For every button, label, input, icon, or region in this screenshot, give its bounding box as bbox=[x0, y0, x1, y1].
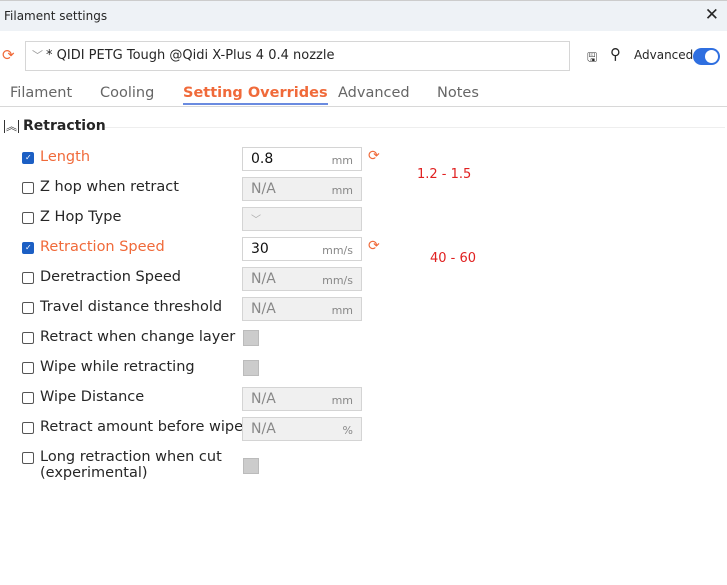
setting-label: Retraction Speed bbox=[40, 239, 165, 255]
collapse-icon: ︽ bbox=[4, 120, 19, 133]
override-checkbox[interactable] bbox=[22, 242, 34, 254]
tab-notes[interactable]: Notes bbox=[437, 85, 479, 101]
tab-advanced[interactable]: Advanced bbox=[338, 85, 410, 101]
setting-label: Wipe Distance bbox=[40, 389, 144, 405]
override-checkbox[interactable] bbox=[22, 422, 34, 434]
setting-label-text: Retract amount before wipe bbox=[40, 419, 243, 435]
setting-label: Z Hop Type bbox=[40, 209, 121, 225]
override-checkbox[interactable] bbox=[22, 302, 34, 314]
setting-label-text: Length bbox=[40, 149, 91, 165]
setting-label: Z hop when retract bbox=[40, 179, 179, 195]
setting-label-text: Z hop when retract bbox=[40, 179, 179, 195]
section-title: Retraction bbox=[23, 118, 106, 134]
setting-value: N/A bbox=[251, 301, 276, 317]
reset-icon[interactable]: ⟳ bbox=[2, 46, 15, 64]
setting-value: N/A bbox=[251, 391, 276, 407]
override-checkbox[interactable] bbox=[22, 152, 34, 164]
setting-unit: mm bbox=[331, 184, 353, 197]
setting-label-text: Retraction Speed bbox=[40, 239, 165, 255]
window-title: Filament settings bbox=[4, 9, 108, 23]
title-bar: Filament settings ✕ bbox=[0, 0, 727, 31]
setting-label: Length bbox=[40, 149, 90, 165]
override-checkbox[interactable] bbox=[22, 362, 34, 374]
close-icon[interactable]: ✕ bbox=[704, 5, 719, 25]
setting-input[interactable]: N/A% bbox=[242, 417, 362, 441]
setting-input[interactable]: N/A mm bbox=[242, 387, 362, 411]
setting-unit: mm bbox=[331, 394, 353, 407]
setting-input[interactable]: N/A mm/s bbox=[242, 267, 362, 291]
setting-unit: % bbox=[342, 424, 353, 437]
override-checkbox[interactable] bbox=[22, 182, 34, 194]
advanced-toggle[interactable] bbox=[693, 48, 720, 65]
override-checkbox[interactable] bbox=[22, 452, 34, 464]
reset-icon[interactable]: ⟳ bbox=[368, 148, 380, 164]
tab-bar: Filament Cooling Setting Overrides Advan… bbox=[0, 84, 727, 107]
setting-label-text: Retract when change layer bbox=[40, 329, 236, 345]
setting-checkbox[interactable] bbox=[243, 330, 259, 346]
setting-label: Retract when change layer bbox=[40, 329, 235, 345]
setting-value: N/A bbox=[251, 421, 276, 437]
setting-unit: mm/s bbox=[322, 274, 353, 287]
setting-label: Deretraction Speed bbox=[40, 269, 181, 285]
override-checkbox[interactable] bbox=[22, 212, 34, 224]
setting-unit: mm bbox=[331, 154, 353, 167]
setting-value: 0.8 bbox=[251, 151, 274, 167]
setting-value: 30 bbox=[251, 241, 269, 257]
setting-input[interactable]: 30 mm/s bbox=[242, 237, 362, 261]
tab-filament[interactable]: Filament bbox=[10, 85, 73, 101]
setting-unit: mm bbox=[331, 304, 353, 317]
setting-unit: mm/s bbox=[322, 244, 353, 257]
override-checkbox[interactable] bbox=[22, 272, 34, 284]
setting-label: Travel distance threshold bbox=[40, 299, 222, 315]
chevron-down-icon: ﹀ bbox=[32, 49, 43, 62]
save-icon[interactable]: 🖫 bbox=[587, 50, 598, 64]
tab-setting-overrides[interactable]: Setting Overrides bbox=[183, 85, 328, 105]
tab-cooling[interactable]: Cooling bbox=[100, 85, 155, 101]
setting-checkbox[interactable] bbox=[243, 458, 259, 474]
chevron-down-icon: ﹀ bbox=[251, 215, 261, 226]
divider bbox=[105, 127, 725, 128]
setting-label-text: Wipe while retracting bbox=[40, 359, 195, 375]
search-icon[interactable]: ⚲ bbox=[610, 45, 621, 63]
override-checkbox[interactable] bbox=[22, 332, 34, 344]
setting-input[interactable]: 0.8 mm bbox=[242, 147, 362, 171]
reset-icon[interactable]: ⟳ bbox=[368, 238, 380, 254]
setting-label-text: Travel distance threshold bbox=[40, 299, 223, 315]
setting-value: N/A bbox=[251, 271, 276, 287]
setting-input[interactable]: N/A mm bbox=[242, 177, 362, 201]
setting-value: N/A bbox=[251, 181, 276, 197]
setting-label-text: (experimental) bbox=[40, 465, 148, 481]
setting-label: Retract amount before wipe bbox=[40, 419, 243, 435]
override-checkbox[interactable] bbox=[22, 392, 34, 404]
section-header[interactable]: ︽ Retraction bbox=[4, 118, 106, 134]
advanced-label: Advanced bbox=[634, 48, 694, 62]
setting-label-text: Wipe Distance bbox=[40, 389, 145, 405]
setting-input[interactable]: ﹀ bbox=[242, 207, 362, 231]
setting-label-text: Long retraction when cut bbox=[40, 449, 222, 465]
setting-input[interactable]: N/A mm bbox=[242, 297, 362, 321]
preset-dropdown[interactable]: ﹀ * QIDI PETG Tough @Qidi X-Plus 4 0.4 n… bbox=[25, 41, 570, 71]
annotation: 1.2 - 1.5 bbox=[417, 167, 472, 182]
setting-checkbox[interactable] bbox=[243, 360, 259, 376]
setting-label: Wipe while retracting bbox=[40, 359, 195, 375]
setting-label-text: Deretraction Speed bbox=[40, 269, 181, 285]
preset-name: * QIDI PETG Tough @Qidi X-Plus 4 0.4 noz… bbox=[46, 48, 335, 63]
annotation: 40 - 60 bbox=[430, 251, 477, 266]
setting-label-text: Z Hop Type bbox=[40, 209, 122, 225]
setting-label: Long retraction when cut (experimental) bbox=[40, 449, 222, 481]
